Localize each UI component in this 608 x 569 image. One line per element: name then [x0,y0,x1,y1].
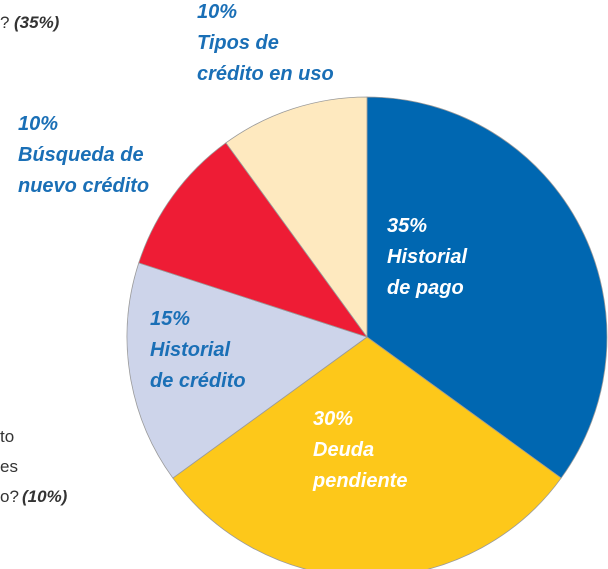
slice-label: pendiente [312,470,407,492]
annotation: o? [0,487,19,506]
pie-slice [172,336,562,569]
value-label: 10% [18,113,58,135]
annotation: es [0,457,18,476]
pie-slice [138,142,369,338]
pie-slice [225,96,368,339]
value-label: 10% [197,1,237,23]
slice-label: nuevo crédito [18,175,149,197]
slice-label: crédito en uso [197,63,334,85]
slice-label: Tipos de [197,32,279,54]
annotation: (10%) [22,487,68,506]
slice-label: de pago [387,277,464,299]
annotation: ? [0,13,9,32]
pie-slice [126,262,368,479]
value-label: 35% [387,215,427,237]
slice-label: Historial [387,246,467,268]
pie-slice [366,96,608,479]
annotation: (35%) [14,13,60,32]
slice-label: Historial [150,339,230,361]
annotation: to [0,427,14,446]
slice-label: de crédito [150,370,246,392]
slice-label: Deuda [313,439,374,461]
value-label: 15% [150,308,190,330]
slice-label: Búsqueda de [18,144,144,166]
value-label: 30% [313,408,353,430]
